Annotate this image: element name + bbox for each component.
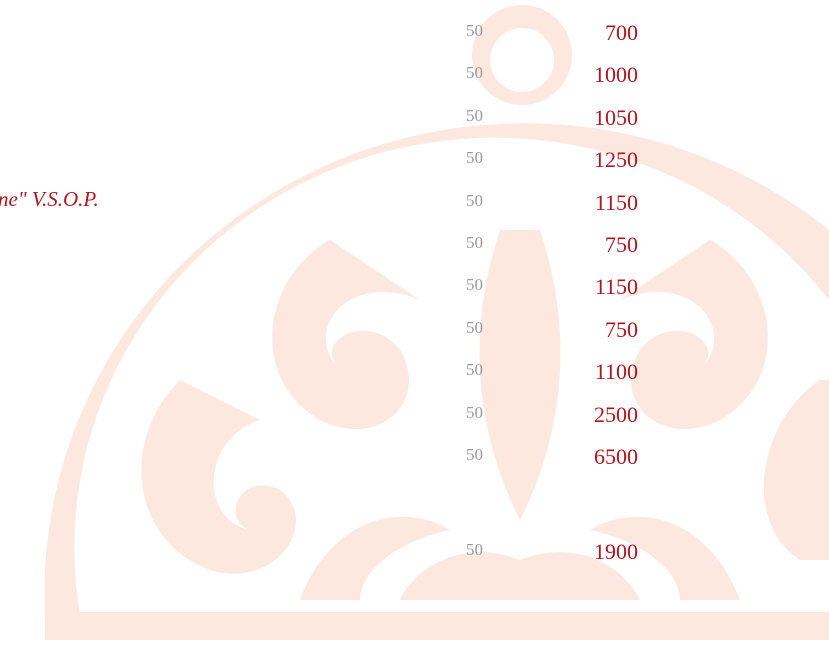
price: 1150: [540, 190, 638, 216]
price: 750: [540, 232, 638, 258]
volume: 50: [466, 191, 496, 211]
volume: 50: [466, 318, 496, 338]
volume: 50: [466, 63, 496, 83]
price: 1250: [540, 147, 638, 173]
price: 1150: [540, 274, 638, 300]
price: 2500: [540, 402, 638, 428]
background-ornament: [0, 0, 829, 667]
volume: 50: [466, 148, 496, 168]
volume: 50: [466, 360, 496, 380]
price: 1100: [540, 359, 638, 385]
price: 700: [540, 20, 638, 46]
volume: 50: [466, 21, 496, 41]
price: 1050: [540, 105, 638, 131]
volume: 50: [466, 275, 496, 295]
price: 1000: [540, 62, 638, 88]
volume: 50: [466, 106, 496, 126]
price: 1900: [540, 539, 638, 565]
volume: 50: [466, 540, 496, 560]
price: 750: [540, 317, 638, 343]
item-name: ne" V.S.O.P.: [0, 187, 99, 212]
volume: 50: [466, 233, 496, 253]
volume: 50: [466, 403, 496, 423]
menu-page: ne" V.S.O.P. 50 700 50 1000 50 1050 50 1250 50 11…: [0, 0, 829, 667]
price: 6500: [540, 444, 638, 470]
volume: 50: [466, 445, 496, 465]
